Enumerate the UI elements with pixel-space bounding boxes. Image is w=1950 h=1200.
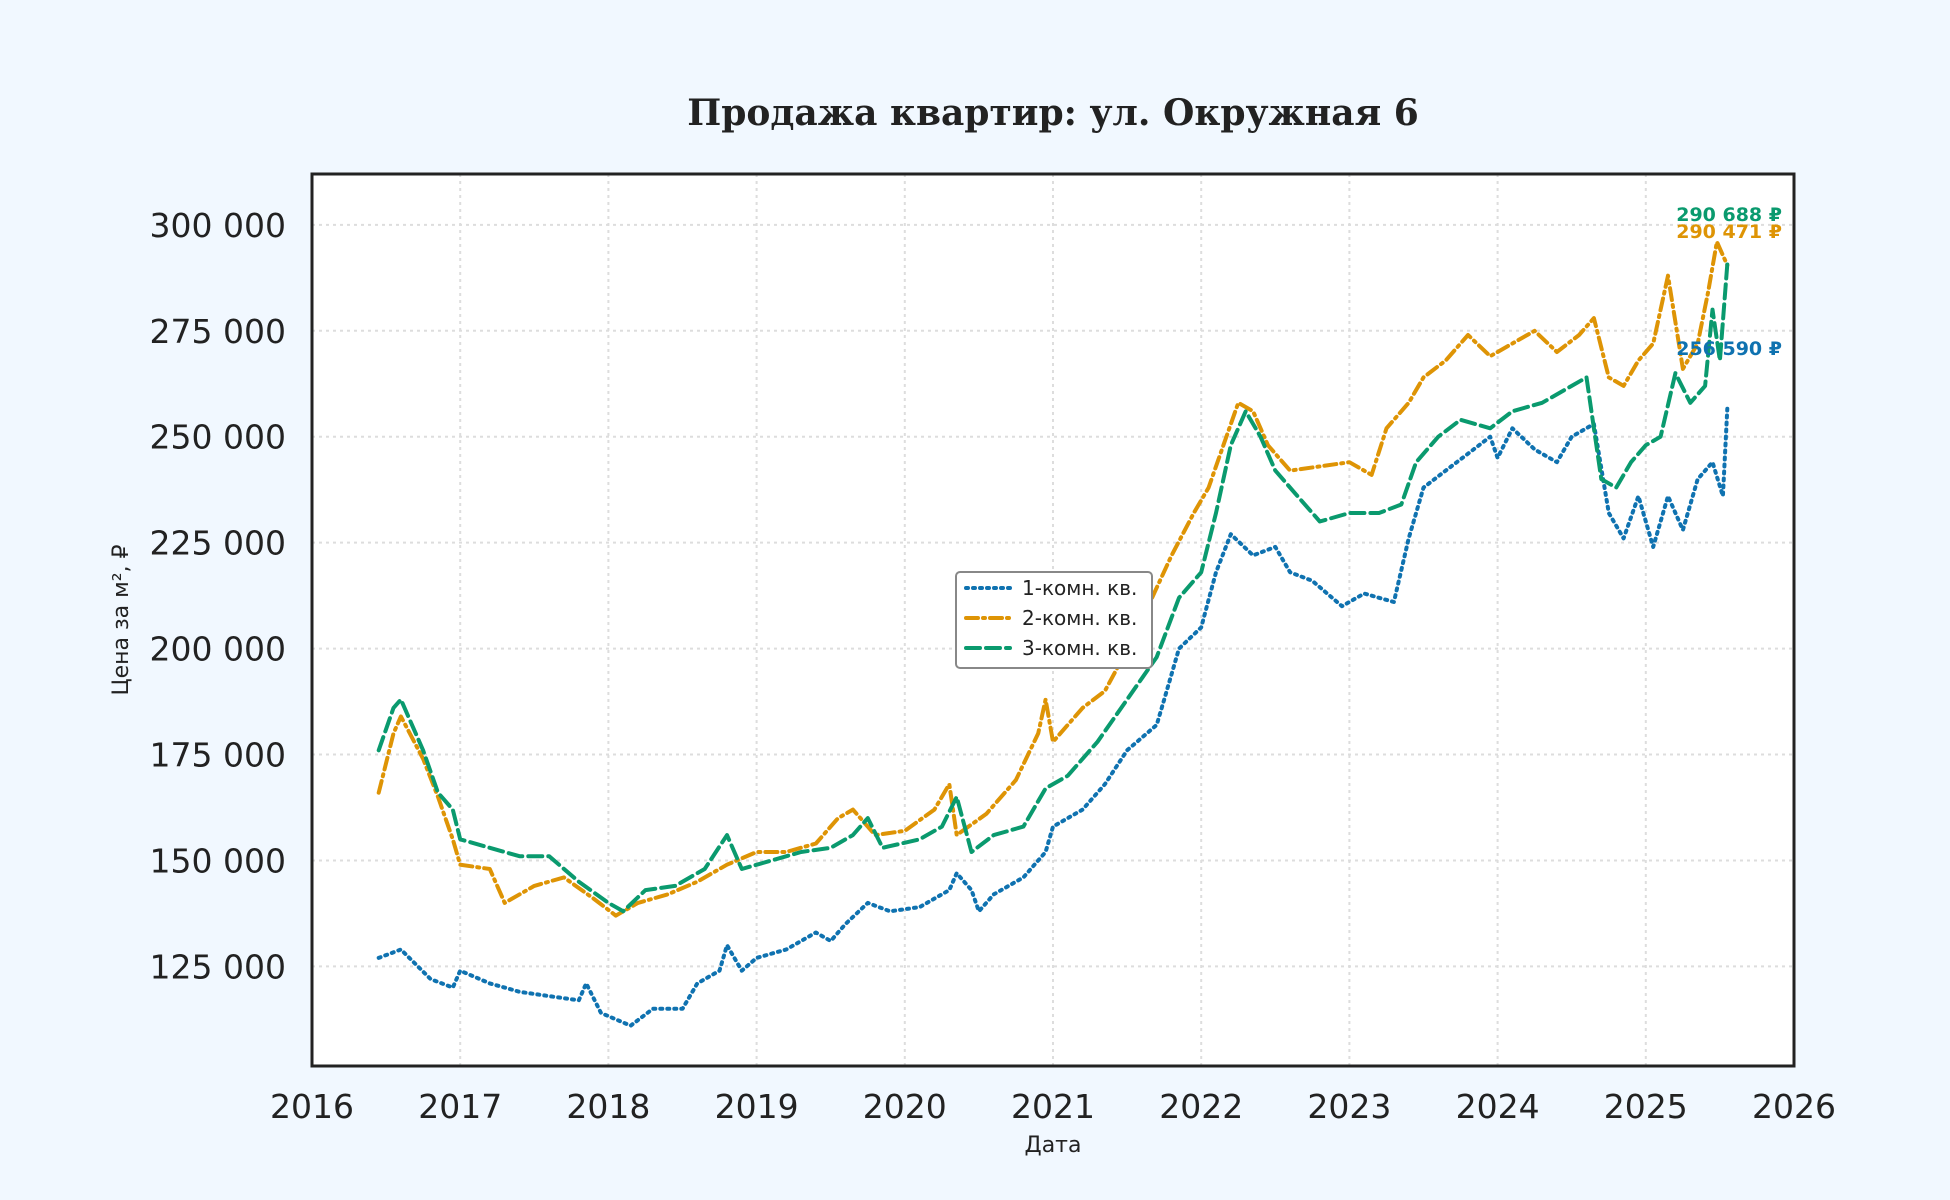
y-tick-label: 250 000 (150, 418, 286, 457)
x-tick-label: 2024 (1456, 1087, 1540, 1126)
y-tick-label: 175 000 (150, 736, 286, 775)
x-tick-label: 2020 (863, 1087, 947, 1126)
x-tick-label: 2016 (270, 1087, 354, 1126)
chart-title: Продажа квартир: ул. Окружная 6 (687, 92, 1419, 134)
x-tick-label: 2019 (715, 1087, 799, 1126)
legend-box (955, 571, 1153, 669)
legend: 1-комн. кв. 2-комн. кв. 3-комн. кв. (955, 571, 1153, 669)
y-tick-label: 300 000 (150, 206, 286, 245)
series-line-1 (376, 406, 1730, 1028)
y-tick-label: 125 000 (150, 947, 286, 986)
y-axis-ticks: 125 000 150 000 175 000 200 000 225 000 250 0… (150, 206, 286, 987)
x-tick-label: 2025 (1604, 1087, 1688, 1126)
grid (312, 174, 1794, 1066)
x-axis-ticks: 2016 2017 2018 2019 2020 2021 2022 2023 2024 2025… (270, 1087, 1836, 1126)
x-axis-label: Дата (1025, 1133, 1082, 1158)
y-tick-label: 150 000 (150, 841, 286, 880)
x-tick-label: 2022 (1159, 1087, 1243, 1126)
plot-frame (310, 172, 1796, 1068)
y-tick-label: 275 000 (150, 312, 286, 351)
end-labels: 256 590 ₽ 290 471 ₽290 688 ₽ (1676, 204, 1782, 360)
legend-label-2: 2-комн. кв. (1022, 606, 1137, 630)
series-line-3 (376, 262, 1730, 914)
end-label-1: 256 590 ₽ (1676, 338, 1782, 360)
x-tick-label: 2023 (1307, 1087, 1391, 1126)
x-tick-label: 2017 (418, 1087, 502, 1126)
x-tick-label: 2021 (1011, 1087, 1095, 1126)
end-label-2: 290 471 ₽ (1676, 221, 1782, 243)
end-label-3: 290 688 ₽ (1676, 204, 1782, 226)
series-line-2 (376, 239, 1730, 918)
legend-label-3: 3-комн. кв. (1022, 636, 1137, 660)
x-tick-label: 2018 (566, 1087, 650, 1126)
legend-label-1: 1-комн. кв. (1022, 576, 1137, 600)
y-axis-label: Цена за м², ₽ (109, 544, 134, 695)
y-tick-label: 200 000 (150, 630, 286, 669)
x-tick-label: 2026 (1752, 1087, 1836, 1126)
y-tick-label: 225 000 (150, 524, 286, 563)
series-layer (376, 239, 1730, 1028)
